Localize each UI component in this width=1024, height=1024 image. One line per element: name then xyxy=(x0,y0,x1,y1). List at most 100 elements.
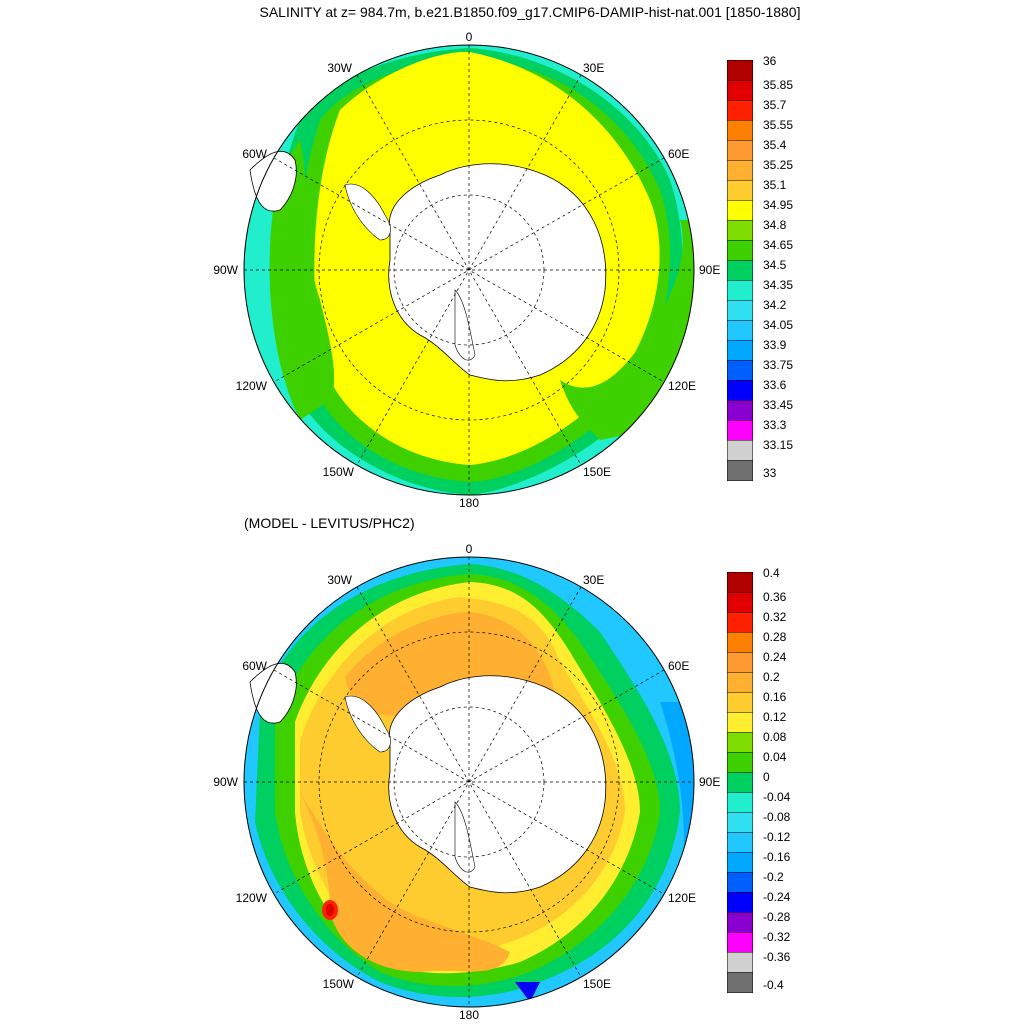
colorbar-label: -0.24 xyxy=(763,890,791,904)
lon-label-30e: 30E xyxy=(583,61,604,75)
lon-label-120e-b: 120E xyxy=(668,891,696,905)
colorbar-swatch xyxy=(727,772,753,793)
colorbar-swatch xyxy=(727,360,753,381)
antarctica-land-bottom xyxy=(388,675,607,894)
colorbar-swatch xyxy=(727,160,753,181)
colorbar-label: 34.65 xyxy=(763,238,794,252)
colorbar-label: -0.28 xyxy=(763,910,791,924)
colorbar-label: 36 xyxy=(763,54,777,68)
colorbar-label: 0.2 xyxy=(763,670,780,684)
lon-label-0: 0 xyxy=(466,30,473,44)
colorbar-label: -0.04 xyxy=(763,790,791,804)
lon-label-120w: 120W xyxy=(236,379,268,393)
colorbar-swatch xyxy=(727,220,753,241)
colorbar-swatch xyxy=(727,200,753,221)
colorbar-swatch xyxy=(727,180,753,201)
colorbar-swatch xyxy=(727,60,753,81)
colorbar-swatch xyxy=(727,672,753,693)
colorbar-label: -0.12 xyxy=(763,830,791,844)
colorbar-swatch xyxy=(727,340,753,361)
colorbar-swatch xyxy=(727,240,753,261)
colorbar-label: 33.45 xyxy=(763,398,794,412)
colorbar-swatch xyxy=(727,260,753,281)
difference-map: 0 30E 60E 90E 120E 150E 180 150W 120W 90… xyxy=(213,542,720,1022)
colorbar-swatch xyxy=(727,832,753,853)
colorbar-swatch xyxy=(727,440,753,461)
lon-label-150w-b: 150W xyxy=(323,977,355,991)
salinity-map: 0 30E 60E 90E 120E 150E 180 150W 120W 90… xyxy=(213,30,720,510)
colorbar-label: 34.35 xyxy=(763,278,794,292)
colorbar-swatch xyxy=(727,420,753,441)
colorbar-swatch xyxy=(727,592,753,613)
colorbar-swatch xyxy=(727,652,753,673)
colorbar-swatch xyxy=(727,320,753,341)
colorbar-label: 35.25 xyxy=(763,158,794,172)
colorbar-swatch xyxy=(727,612,753,633)
colorbar-label: -0.4 xyxy=(763,978,784,992)
subtitle: (MODEL - LEVITUS/PHC2) xyxy=(244,515,415,531)
lon-label-60w: 60W xyxy=(242,147,267,161)
colorbar-label: 35.85 xyxy=(763,78,794,92)
colorbar-label: 0 xyxy=(763,770,770,784)
lon-label-30w: 30W xyxy=(327,61,352,75)
colorbar-swatch xyxy=(727,812,753,833)
colorbar-swatch xyxy=(727,460,753,481)
colorbar-swatch xyxy=(727,280,753,301)
colorbar-label: 33.75 xyxy=(763,358,794,372)
colorbar-label: 0.04 xyxy=(763,750,787,764)
lon-label-120w-b: 120W xyxy=(236,891,268,905)
colorbar-label: -0.16 xyxy=(763,850,791,864)
lon-label-180-b: 180 xyxy=(459,1008,479,1022)
lon-label-150e: 150E xyxy=(583,465,611,479)
colorbar-swatch xyxy=(727,792,753,813)
colorbar-swatch xyxy=(727,120,753,141)
colorbar-swatch xyxy=(727,572,753,593)
colorbar-label: 33.6 xyxy=(763,378,787,392)
colorbar-label: -0.36 xyxy=(763,950,791,964)
colorbar-swatch xyxy=(727,300,753,321)
colorbar-label: 33.9 xyxy=(763,338,787,352)
colorbar-swatch xyxy=(727,972,753,993)
colorbar-swatch xyxy=(727,752,753,773)
colorbar-swatch xyxy=(727,732,753,753)
colorbar-label: 0.12 xyxy=(763,710,787,724)
colorbar-label: -0.2 xyxy=(763,870,784,884)
colorbar-swatch xyxy=(727,140,753,161)
colorbar-label: 33.15 xyxy=(763,438,794,452)
colorbar-swatch xyxy=(727,852,753,873)
colorbar-swatch xyxy=(727,632,753,653)
lon-label-180: 180 xyxy=(459,496,479,510)
colorbar-swatch xyxy=(727,892,753,913)
lon-label-150w: 150W xyxy=(323,465,355,479)
colorbar-label: 34.8 xyxy=(763,218,787,232)
colorbar-label: 0.28 xyxy=(763,630,787,644)
colorbar-swatch xyxy=(727,380,753,401)
colorbar-label: 0.24 xyxy=(763,650,787,664)
lon-label-90w: 90W xyxy=(213,263,238,277)
colorbar-label: -0.32 xyxy=(763,930,791,944)
lon-label-30w-b: 30W xyxy=(327,573,352,587)
antarctica-land xyxy=(388,163,607,382)
colorbar-swatch xyxy=(727,952,753,973)
colorbar-swatch xyxy=(727,872,753,893)
colorbar-label: 0.32 xyxy=(763,610,787,624)
colorbar-label: 35.4 xyxy=(763,138,787,152)
lon-label-60w-b: 60W xyxy=(242,659,267,673)
colorbar-label: 34.95 xyxy=(763,198,794,212)
lon-label-90e: 90E xyxy=(699,263,720,277)
colorbar-label: -0.08 xyxy=(763,810,791,824)
colorbar-label: 0.08 xyxy=(763,730,787,744)
colorbar-swatch xyxy=(727,712,753,733)
lon-label-30e-b: 30E xyxy=(583,573,604,587)
lon-label-0-b: 0 xyxy=(466,542,473,556)
colorbar-label: 35.55 xyxy=(763,118,794,132)
lon-label-60e-b: 60E xyxy=(668,659,689,673)
colorbar-label: 34.5 xyxy=(763,258,787,272)
lon-label-150e-b: 150E xyxy=(583,977,611,991)
colorbar-swatch xyxy=(727,932,753,953)
colorbar-label: 33.3 xyxy=(763,418,787,432)
lon-label-90e-b: 90E xyxy=(699,775,720,789)
colorbar-label: 34.05 xyxy=(763,318,794,332)
colorbar-label: 0.16 xyxy=(763,690,787,704)
lon-label-120e: 120E xyxy=(668,379,696,393)
